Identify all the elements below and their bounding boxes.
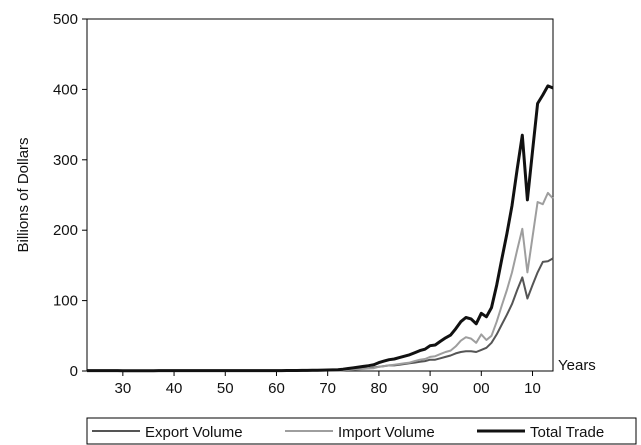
x-axis: 30 40 50 60 70 80 90 00 10	[115, 371, 541, 397]
legend-label-export-volume: Export Volume	[145, 424, 243, 441]
legend-label-import-volume: Import Volume	[338, 424, 435, 441]
x-tick-label: 70	[319, 380, 336, 397]
legend-label-total-trade: Total Trade	[530, 424, 604, 441]
y-axis-label: Billions of Dollars	[15, 137, 32, 252]
x-tick-label: 00	[473, 380, 490, 397]
series-lines	[87, 84, 554, 373]
legend: Export Volume Import Volume Total Trade	[92, 424, 604, 441]
y-tick-label: 200	[53, 222, 78, 239]
x-tick-label: 80	[371, 380, 388, 397]
x-tick-label: 30	[115, 380, 132, 397]
x-tick-label: 40	[166, 380, 183, 397]
y-tick-label: 300	[53, 152, 78, 169]
legend-box	[86, 417, 637, 445]
y-tick-label: 0	[70, 363, 78, 380]
plot-frame	[86, 18, 554, 372]
x-tick-label: 10	[524, 380, 541, 397]
x-tick-label: 90	[422, 380, 439, 397]
y-tick-label: 400	[53, 81, 78, 98]
x-tick-label: 50	[217, 380, 234, 397]
series-line-total-trade	[87, 84, 554, 373]
x-axis-label: Years	[558, 357, 596, 374]
y-axis: 0 100 200 300 400 500	[53, 11, 87, 380]
y-tick-label: 100	[53, 293, 78, 310]
y-tick-label: 500	[53, 11, 78, 28]
series-line-import-volume	[87, 191, 554, 372]
x-tick-label: 60	[268, 380, 285, 397]
